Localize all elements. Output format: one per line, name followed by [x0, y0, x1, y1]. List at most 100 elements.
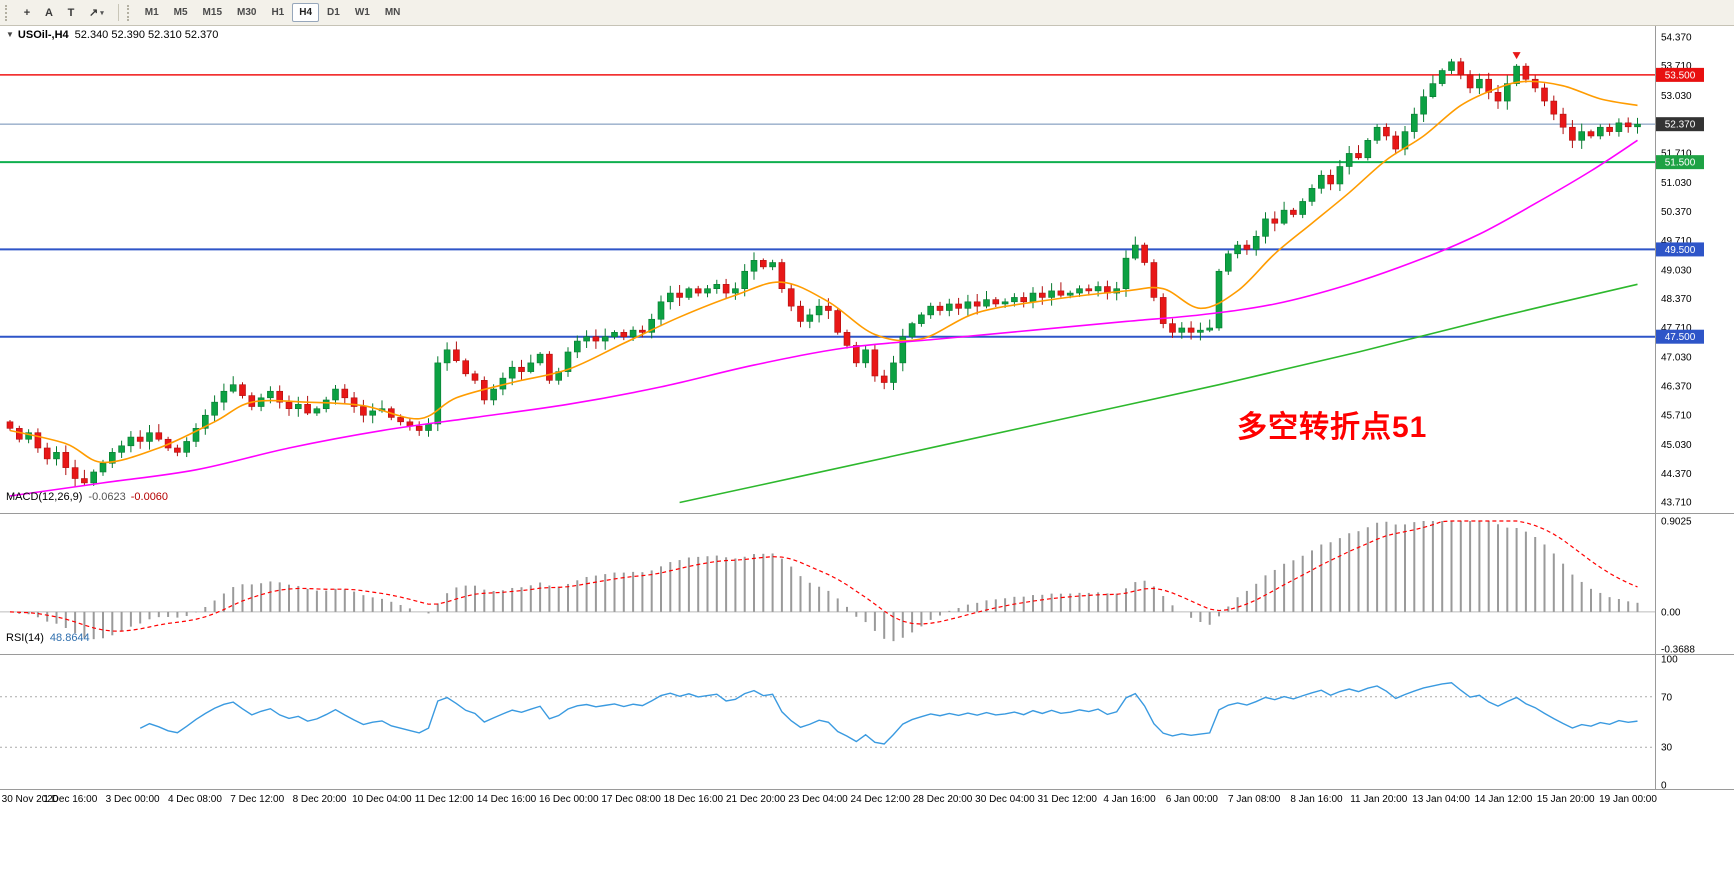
y-axis-label: 48.370 — [1661, 294, 1692, 305]
rsi-line — [139, 682, 1638, 745]
timeframe-toolbar-grip[interactable] — [126, 4, 133, 21]
candle-body — [899, 336, 907, 364]
candle-body — [1001, 301, 1009, 305]
candle-body — [174, 447, 181, 453]
candle-body — [1029, 292, 1037, 303]
candle-body — [1438, 70, 1446, 84]
candle-body — [1243, 244, 1251, 250]
candle-body — [99, 462, 107, 473]
candle-body — [1085, 288, 1093, 292]
macd-name-label: MACD(12,26,9) — [6, 491, 83, 503]
time-axis-label: 30 Dec 04:00 — [975, 794, 1035, 805]
candle-body — [136, 436, 144, 442]
y-axis-label: 46.370 — [1661, 382, 1692, 393]
time-axis-label: 31 Dec 12:00 — [1037, 794, 1097, 805]
candle-body — [332, 388, 339, 401]
candle-body — [1206, 327, 1213, 331]
y-axis-label: 43.710 — [1661, 498, 1692, 509]
y-axis-label: 53.030 — [1661, 91, 1692, 102]
y-axis-label: 49.710 — [1661, 236, 1692, 247]
candle-body — [694, 288, 702, 294]
candle-body — [1587, 131, 1595, 137]
macd-axis-label: -0.3688 — [1661, 645, 1695, 656]
time-axis-label: 18 Dec 16:00 — [664, 794, 724, 805]
macd-axis-label: 0.9025 — [1661, 517, 1692, 528]
ohlc-values-label: 52.340 52.390 52.310 52.370 — [74, 29, 219, 41]
macd-signal-value: -0.0060 — [130, 491, 169, 503]
timeframe-button-d1[interactable]: D1 — [320, 3, 347, 22]
timeframe-button-m5[interactable]: M5 — [167, 3, 195, 22]
candle-body — [508, 366, 516, 379]
chart-text-annotation[interactable]: 多空转折点51 — [1237, 411, 1428, 444]
candle-body — [118, 445, 125, 453]
timeframe-button-w1[interactable]: W1 — [348, 3, 377, 22]
timeframe-button-h4[interactable]: H4 — [292, 3, 320, 22]
candle-body — [657, 301, 665, 320]
time-axis-label: 11 Dec 12:00 — [415, 794, 474, 805]
candle-body — [1327, 174, 1334, 185]
candle-body — [1187, 327, 1195, 333]
timeframe-button-m30[interactable]: M30 — [230, 3, 263, 22]
candle-body — [1466, 74, 1474, 89]
candle-body — [257, 397, 265, 407]
candle-body — [1615, 122, 1623, 132]
candle-body — [1132, 244, 1139, 259]
candle-body — [639, 329, 646, 333]
toolbar-grip[interactable] — [5, 4, 11, 21]
candle-body — [34, 432, 42, 449]
candle-body — [1429, 83, 1437, 97]
candle-body — [778, 262, 786, 290]
candle-body — [1550, 100, 1558, 115]
time-axis-label: 8 Dec 20:00 — [293, 794, 347, 805]
price-badge-53.500 — [1656, 67, 1704, 82]
candle-body — [1234, 244, 1241, 255]
candle-body — [611, 332, 618, 338]
candle-body — [1178, 327, 1186, 333]
candle-body — [1383, 126, 1390, 137]
candle-body — [276, 390, 284, 403]
crosshair-tool-button[interactable]: + — [16, 3, 38, 23]
candle-body — [109, 452, 116, 464]
collapse-chart-icon[interactable]: ▼ — [6, 30, 14, 39]
macd-main-value: -0.0623 — [88, 491, 126, 503]
candle-body — [1066, 292, 1074, 296]
candle-body — [787, 288, 795, 307]
timeframe-button-m1[interactable]: M1 — [138, 3, 166, 22]
candle-body — [285, 401, 293, 410]
arrow-objects-button[interactable]: ↗ ▾ — [82, 3, 111, 23]
time-axis-label: 4 Jan 16:00 — [1103, 794, 1156, 805]
mid-ma-line — [9, 139, 1638, 497]
timeframe-button-m15[interactable]: M15 — [196, 3, 229, 22]
top-toolbar: + A T ↗ ▾ M1 M5 M15 M30 H1 H4 D1 W1 MN — [0, 0, 1734, 26]
candle-body — [220, 390, 228, 403]
time-axis-label: 7 Jan 08:00 — [1228, 794, 1281, 805]
time-axis-label: 15 Jan 20:00 — [1537, 794, 1595, 805]
candle-body — [1290, 209, 1297, 215]
y-axis-label: 49.030 — [1661, 265, 1692, 276]
timeframe-button-mn[interactable]: MN — [378, 3, 408, 22]
candle-body — [536, 353, 544, 364]
candle-body — [43, 447, 51, 460]
symbol-timeframe-label: USOil-,H4 — [17, 29, 69, 41]
y-axis-label: 51.710 — [1661, 148, 1692, 159]
candle-body — [1048, 290, 1055, 298]
candle-body — [862, 349, 869, 364]
candle-body — [1039, 292, 1046, 298]
chevron-down-icon: ▾ — [100, 9, 104, 17]
candle-body — [573, 340, 581, 353]
price-badge-52.370 — [1656, 117, 1704, 132]
candle-body — [759, 260, 767, 268]
candle-body — [183, 441, 190, 453]
candle-body — [1504, 83, 1511, 102]
timeframe-button-h1[interactable]: H1 — [264, 3, 291, 22]
time-axis-label: 10 Dec 04:00 — [352, 794, 412, 805]
time-axis-label: 11 Jan 20:00 — [1350, 794, 1408, 805]
chart-title: ▼ USOil-,H4 52.340 52.390 52.310 52.370 — [6, 29, 218, 41]
chart-canvas[interactable]: 54.370 53.710 53.030 52.370 51.710 51.030 50.3… — [0, 26, 1734, 894]
text-label-button[interactable]: T — [60, 3, 82, 23]
candle-body — [852, 345, 860, 364]
time-axis-label: 28 Dec 20:00 — [913, 794, 973, 805]
candle-body — [1271, 218, 1279, 224]
candle-body — [313, 408, 321, 414]
text-annotation-button[interactable]: A — [38, 3, 60, 23]
